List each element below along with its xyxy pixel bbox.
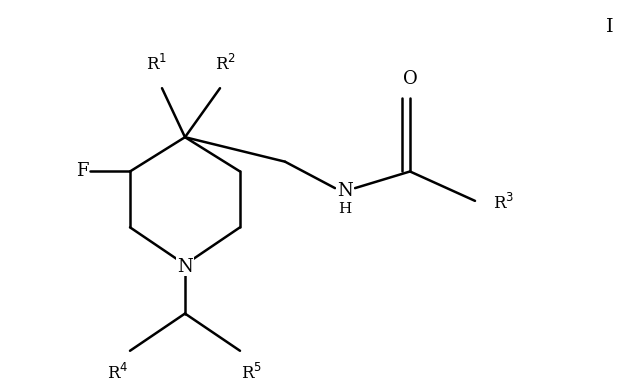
- Text: R$^4$: R$^4$: [107, 362, 128, 383]
- Text: I: I: [606, 19, 614, 36]
- Text: R$^3$: R$^3$: [493, 193, 514, 213]
- Text: N: N: [177, 257, 193, 276]
- Text: N: N: [337, 182, 353, 200]
- Text: H: H: [338, 202, 352, 216]
- Text: R$^1$: R$^1$: [146, 54, 168, 74]
- Text: O: O: [403, 70, 417, 88]
- Text: R$^5$: R$^5$: [241, 362, 263, 383]
- Text: F: F: [76, 163, 88, 181]
- Text: R$^2$: R$^2$: [214, 54, 236, 74]
